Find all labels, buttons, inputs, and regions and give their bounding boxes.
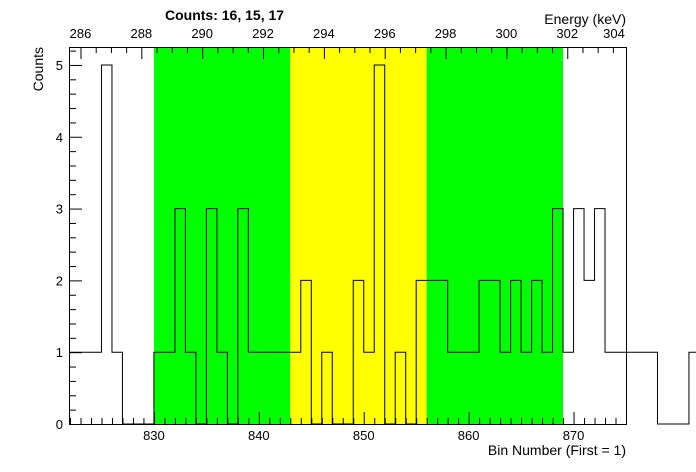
x-tick-label: 850 <box>353 428 375 443</box>
plot-frame <box>69 47 627 425</box>
top-tick-label: 302 <box>556 26 578 41</box>
axis-ticks <box>70 47 627 425</box>
top-tick-label: 294 <box>313 26 335 41</box>
y-tick-label: 2 <box>56 273 63 288</box>
y-tick-label: 3 <box>56 202 63 217</box>
histogram-line <box>70 64 696 425</box>
x-axis-label: Bin Number (First = 1) <box>488 442 626 458</box>
top-tick-label: 296 <box>374 26 396 41</box>
x-tick-label: 870 <box>563 428 585 443</box>
x-tick-label: 860 <box>458 428 480 443</box>
top-tick-label: 298 <box>435 26 457 41</box>
region-1 <box>290 47 427 424</box>
region-2 <box>426 47 564 424</box>
counts-title: Counts: 16, 15, 17 <box>165 7 284 23</box>
top-tick-label: 300 <box>496 26 518 41</box>
x-tick-label: 830 <box>143 428 165 443</box>
energy-regions <box>153 47 564 424</box>
region-0 <box>153 47 291 424</box>
y-tick-label: 1 <box>56 345 63 360</box>
top-tick-label: 292 <box>252 26 274 41</box>
x-tick-label: 840 <box>248 428 270 443</box>
y-tick-label: 0 <box>56 417 63 432</box>
top-tick-label: 290 <box>191 26 213 41</box>
y-axis-label: Counts <box>30 47 46 91</box>
top-tick-label: 286 <box>70 26 92 41</box>
top-axis-label: Energy (keV) <box>544 11 626 27</box>
axis-tick-labels: 830 840 850 860 870 0 1 2 3 4 5 286 288 290 292 294 296 2… <box>56 26 625 443</box>
y-tick-label: 4 <box>56 130 63 145</box>
top-tick-label: 304 <box>603 26 625 41</box>
top-tick-label: 288 <box>130 26 152 41</box>
y-tick-label: 5 <box>56 58 63 73</box>
